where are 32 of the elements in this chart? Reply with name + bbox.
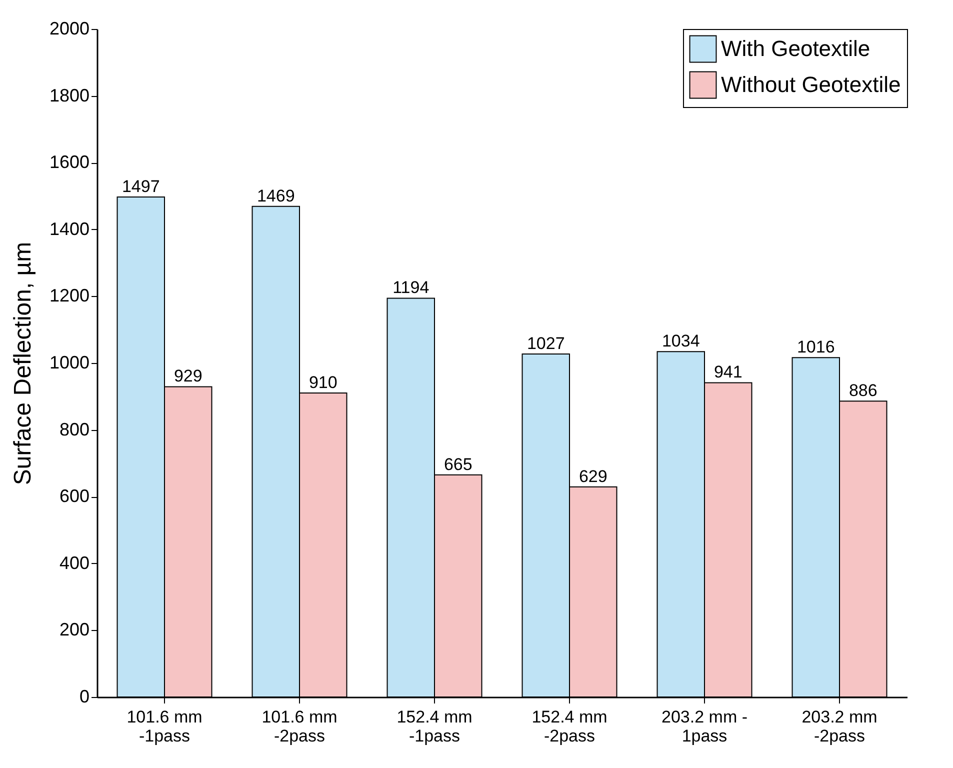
data-label: 1016: [796, 338, 835, 357]
data-label: 665: [444, 454, 472, 474]
y-axis-title: Surface Deflection, µm: [9, 242, 36, 486]
x-tick-label: 101.6 mm -1pass: [126, 708, 202, 746]
data-label: 941: [714, 362, 742, 382]
y-tick-label: 1600: [49, 152, 90, 172]
x-tick-label: 203.2 mm - 1pass: [662, 708, 748, 746]
y-tick-label: 1800: [49, 85, 90, 106]
data-label: 1497: [122, 177, 160, 196]
data-label: 629: [578, 466, 608, 486]
x-tick-label: 152.4 mm -1pass: [396, 708, 472, 746]
legend-label: Without Geotextile: [721, 72, 901, 97]
y-tick-label: 400: [59, 552, 90, 573]
y-tick-label: 1000: [49, 352, 90, 372]
data-label: 1027: [526, 334, 565, 353]
y-tick-label: 1400: [49, 218, 90, 239]
data-label: 886: [848, 381, 878, 400]
data-label: 1034: [662, 332, 700, 351]
data-label: 1469: [256, 186, 295, 206]
y-tick-label: 1200: [49, 286, 90, 306]
y-tick-label: 2000: [49, 18, 90, 38]
y-tick-label: 0: [79, 686, 90, 706]
data-label: 910: [308, 373, 338, 392]
legend-label: With Geotextile: [721, 36, 870, 61]
x-tick-label: 101.6 mm -2pass: [262, 708, 338, 746]
data-label: 1194: [392, 278, 430, 298]
y-tick-label: 600: [59, 486, 90, 506]
data-label: 929: [174, 366, 202, 386]
x-tick-label: 152.4 mm -2pass: [532, 708, 608, 746]
y-tick-label: 800: [59, 419, 90, 440]
x-tick-label: 203.2 mm -2pass: [802, 708, 878, 746]
y-tick-label: 200: [59, 620, 90, 640]
